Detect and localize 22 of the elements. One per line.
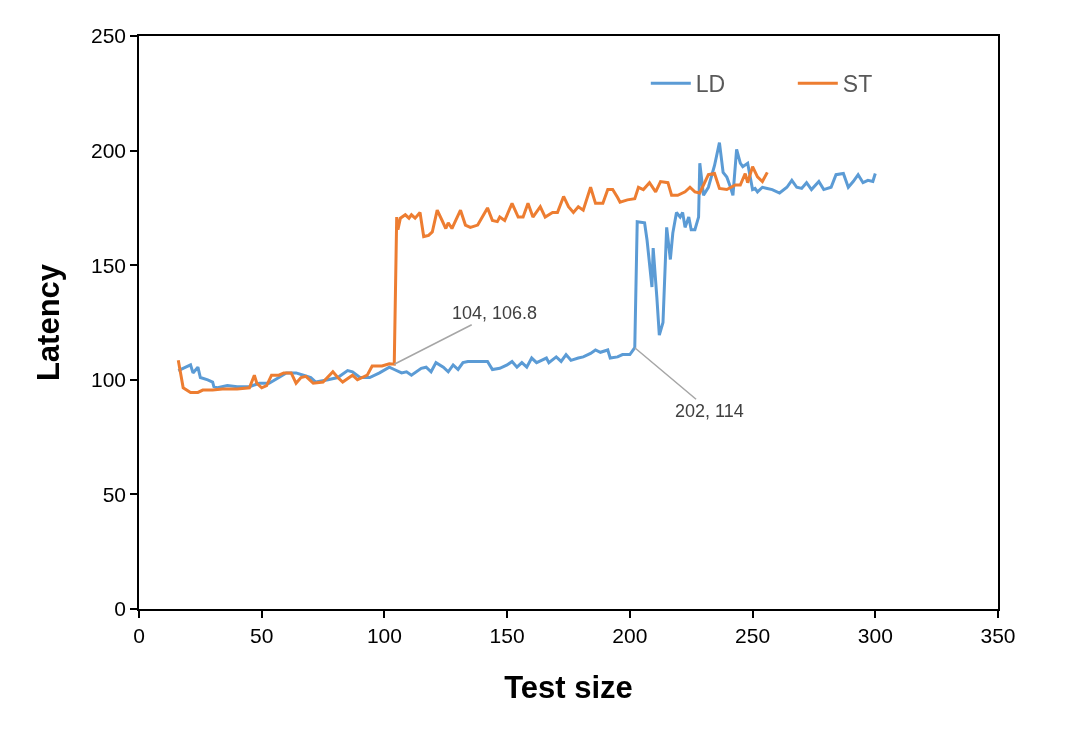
legend-label: LD [695,71,726,98]
x-tick-label: 300 [857,623,893,647]
x-tick-label: 50 [250,623,274,647]
x-tick-label: 0 [133,623,145,647]
y-tick-label: 150 [91,253,127,277]
annotation: 104, 106.8 [452,303,538,323]
x-tick-label: 250 [735,623,771,647]
line-series [176,141,877,390]
y-tick-label: 250 [91,24,127,48]
x-tick-label: 100 [366,623,402,647]
x-axis-title: Test size [504,669,633,705]
legend-label: ST [842,71,873,98]
y-tick-label: 200 [91,138,127,162]
x-tick-label: 200 [612,623,648,647]
y-axis-title: Latency [31,263,67,382]
y-tick-label: 100 [91,368,127,392]
y-tick-label: 50 [102,482,127,506]
annotation: 202, 114 [675,401,744,421]
x-tick-label: 150 [489,623,525,647]
x-tick-label: 350 [980,623,1016,647]
line-series [176,165,769,394]
y-tick-label: 0 [114,597,127,621]
